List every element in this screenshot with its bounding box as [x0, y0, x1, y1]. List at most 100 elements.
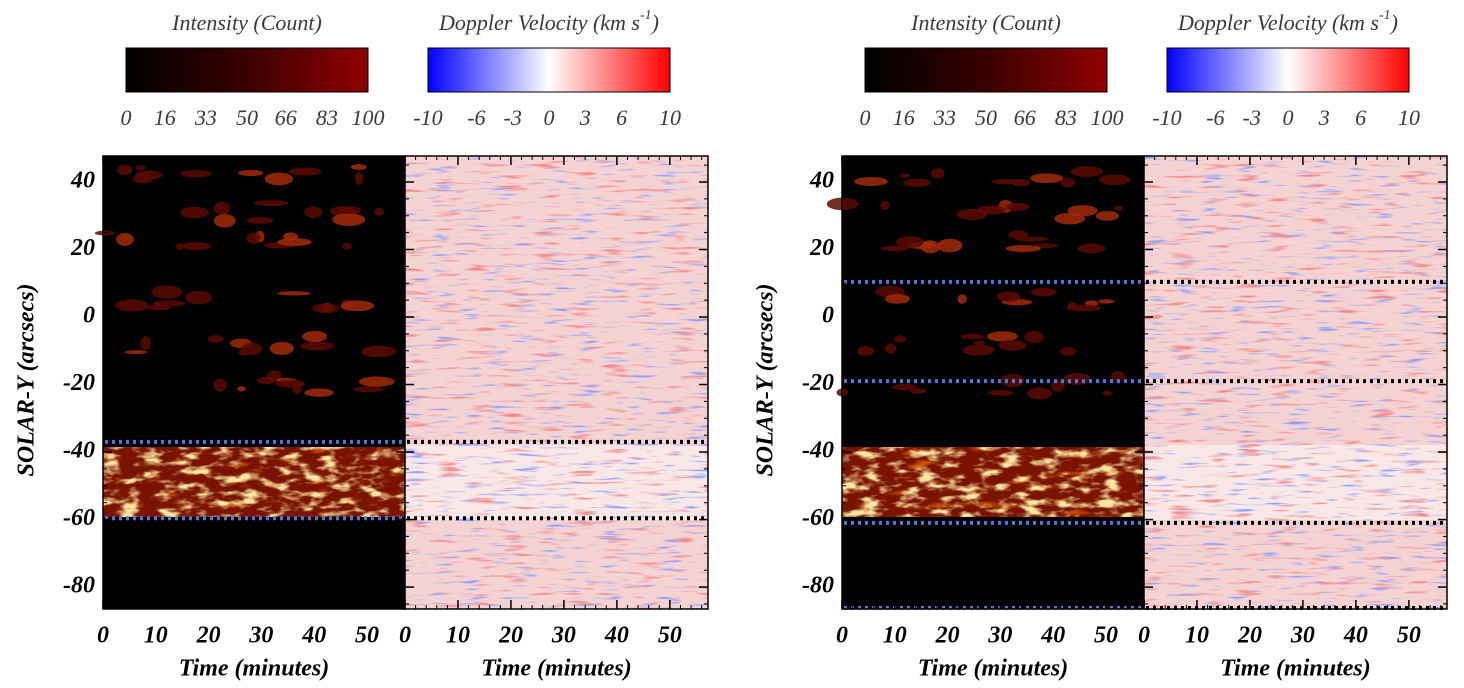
intensity-feature	[1067, 302, 1077, 309]
x-tick-label: 20	[1237, 623, 1262, 649]
y-tick-label: 40	[70, 167, 95, 193]
x-tick-label: 20	[935, 623, 960, 649]
intensity-feature	[1097, 299, 1115, 304]
y-tick-label: -60	[802, 505, 834, 531]
x-tick-label: 40	[1343, 623, 1368, 649]
intensity-feature	[1113, 205, 1123, 211]
y-tick-label: 20	[70, 235, 95, 261]
intensity-feature	[140, 336, 151, 351]
intensity-feature	[361, 345, 397, 358]
intensity-feature	[304, 388, 334, 397]
intensity-feature	[892, 383, 917, 391]
intensity-feature	[880, 245, 909, 252]
intensity-feature	[246, 232, 261, 244]
colorbar-tick-label: -6	[1206, 105, 1224, 130]
x-tick-label: 0	[836, 623, 848, 649]
intensity-feature	[1070, 166, 1104, 177]
intensity-feature	[125, 350, 147, 355]
intensity-feature	[1005, 202, 1030, 212]
intensity-feature	[213, 214, 236, 228]
intensity-feature	[977, 205, 1007, 215]
intensity-feature	[1111, 370, 1125, 382]
panel-frame	[404, 155, 709, 610]
intensity-feature	[1102, 390, 1113, 396]
intensity-feature	[1030, 288, 1057, 297]
colorbar-tick-label: -3	[504, 105, 522, 130]
intensity-feature	[151, 285, 183, 299]
colorbar-tick-label: 10	[659, 105, 681, 130]
x-tick-label: 10	[144, 623, 168, 649]
colorbar-tick-label: 83	[316, 105, 338, 130]
colorbar-tick-label: -10	[413, 105, 442, 130]
intensity-feature	[283, 232, 298, 241]
intensity-feature	[857, 346, 874, 357]
x-tick-label: 20	[196, 623, 221, 649]
intensity-feature	[267, 370, 282, 382]
colorbar-tick-label: 6	[1355, 105, 1366, 130]
colorbar-tick-label: 100	[352, 105, 385, 130]
intensity-feature	[277, 238, 312, 247]
x-tick-label: 30	[1290, 623, 1315, 649]
colorbar-tick-label: 50	[236, 105, 258, 130]
colorbar-tick-label: 66	[275, 105, 297, 130]
intensity-feature	[1027, 387, 1053, 400]
x-tick-label: 50	[1397, 623, 1421, 649]
intensity-feature	[854, 176, 888, 186]
colorbar-title: Intensity (Count)	[910, 10, 1061, 35]
intensity-feature	[269, 341, 294, 355]
y-tick-label: -20	[63, 370, 95, 396]
intensity-feature	[1077, 243, 1106, 254]
x-tick-label: 0	[399, 623, 411, 649]
x-tick-label: 30	[987, 623, 1012, 649]
intensity-feature	[277, 291, 311, 296]
colorbar-tick-label: 0	[860, 105, 871, 130]
intensity-feature	[135, 165, 146, 171]
y-axis-label: SOLAR-Y (arcsecs)	[753, 283, 779, 476]
y-tick-label: -80	[802, 573, 834, 599]
intensity-feature	[185, 290, 212, 305]
colorbar-tick-label: 10	[1398, 105, 1420, 130]
intensity-feature	[930, 168, 945, 179]
intensity-feature	[1061, 177, 1075, 188]
y-tick-label: 20	[809, 235, 834, 261]
y-tick-label: 40	[809, 167, 834, 193]
y-axis-label: SOLAR-Y (arcsecs)	[14, 283, 40, 476]
colorbar-tick-label: 6	[616, 105, 627, 130]
colorbar	[864, 47, 1108, 93]
intensity-feature	[1030, 173, 1064, 184]
y-tick-label: -40	[63, 438, 95, 464]
intensity-feature	[181, 242, 211, 251]
intensity-feature	[179, 206, 210, 219]
x-tick-label: 10	[1185, 623, 1209, 649]
intensity-feature	[116, 233, 134, 246]
colorbar	[427, 47, 671, 93]
intensity-feature	[300, 341, 335, 351]
x-tick-label: 0	[1138, 623, 1150, 649]
intensity-feature	[135, 170, 163, 180]
intensity-feature	[253, 200, 289, 207]
intensity-feature	[894, 335, 906, 343]
intensity-feature	[145, 304, 172, 311]
intensity-feature	[987, 331, 1018, 342]
x-tick-label: 40	[301, 623, 326, 649]
intensity-feature	[1098, 174, 1131, 186]
x-tick-label: 20	[498, 623, 523, 649]
x-axis-label: Time (minutes)	[481, 656, 631, 682]
intensity-band-bright	[842, 447, 1144, 517]
colorbar-tick-label: 16	[893, 105, 915, 130]
intensity-feature	[1005, 244, 1042, 253]
colorbar-tick-label: 83	[1055, 105, 1077, 130]
intensity-feature	[1033, 243, 1059, 249]
x-tick-label: 50	[658, 623, 682, 649]
intensity-feature	[1011, 179, 1031, 187]
intensity-feature	[353, 386, 384, 393]
colorbar-title: Intensity (Count)	[171, 10, 322, 35]
y-tick-label: 0	[822, 303, 834, 329]
intensity-feature	[1095, 210, 1120, 221]
intensity-feature	[275, 379, 306, 388]
intensity-feature	[337, 206, 362, 215]
x-tick-label: 0	[97, 623, 109, 649]
intensity-feature	[207, 335, 224, 343]
intensity-feature	[302, 330, 328, 343]
